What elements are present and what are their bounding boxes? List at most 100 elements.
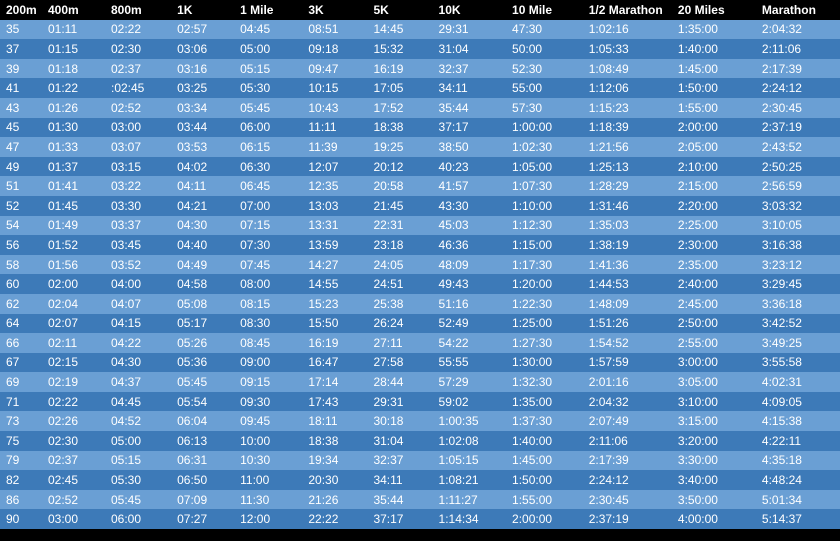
- table-cell: 05:00: [105, 431, 171, 451]
- table-row: 7102:2204:4505:5409:3017:4329:3159:021:3…: [0, 392, 840, 412]
- table-cell: 06:00: [105, 509, 171, 529]
- table-row: 7302:2604:5206:0409:4518:1130:181:00:351…: [0, 411, 840, 431]
- table-cell: 3:15:00: [672, 411, 756, 431]
- table-row: 7502:3005:0006:1310:0018:3831:041:02:081…: [0, 431, 840, 451]
- column-header: 1/2 Marathon: [583, 0, 672, 20]
- table-cell: 3:10:00: [672, 392, 756, 412]
- table-cell: 08:15: [234, 294, 302, 314]
- table-cell: 1:22:30: [506, 294, 583, 314]
- table-cell: 06:50: [171, 470, 234, 490]
- column-header: 1 Mile: [234, 0, 302, 20]
- table-cell: 1:45:00: [506, 451, 583, 471]
- table-cell: 02:30: [105, 39, 171, 59]
- table-cell: 15:23: [302, 294, 367, 314]
- table-cell: 16:19: [302, 333, 367, 353]
- table-cell: 04:49: [171, 255, 234, 275]
- table-cell: 2:11:06: [756, 39, 840, 59]
- table-cell: 48:09: [433, 255, 507, 275]
- table-cell: 1:27:30: [506, 333, 583, 353]
- table-cell: 30:18: [367, 411, 432, 431]
- table-cell: 46:36: [433, 235, 507, 255]
- table-cell: 17:05: [367, 78, 432, 98]
- table-cell: 3:23:12: [756, 255, 840, 275]
- table-header-row: 200m400m800m1K1 Mile3K5K10K10 Mile1/2 Ma…: [0, 0, 840, 20]
- table-cell: 1:50:00: [506, 470, 583, 490]
- table-cell: 4:22:11: [756, 431, 840, 451]
- table-cell: 05:17: [171, 314, 234, 334]
- table-cell: 02:37: [42, 451, 105, 471]
- table-cell: 2:07:49: [583, 411, 672, 431]
- table-cell: 02:00: [42, 274, 105, 294]
- table-cell: 2:30:45: [756, 98, 840, 118]
- table-cell: 2:17:39: [756, 59, 840, 79]
- table-cell: 1:00:00: [506, 118, 583, 138]
- table-cell: 07:27: [171, 509, 234, 529]
- table-cell: 08:51: [302, 20, 367, 40]
- table-row: 7902:3705:1506:3110:3019:3432:371:05:151…: [0, 451, 840, 471]
- table-cell: 02:57: [171, 20, 234, 40]
- table-cell: 49:43: [433, 274, 507, 294]
- table-row: 8202:4505:3006:5011:0020:3034:111:08:211…: [0, 470, 840, 490]
- table-cell: 73: [0, 411, 42, 431]
- table-row: 4901:3703:1504:0206:3012:0720:1240:231:0…: [0, 157, 840, 177]
- table-cell: 2:00:00: [672, 118, 756, 138]
- table-cell: 4:35:18: [756, 451, 840, 471]
- table-cell: 05:00: [234, 39, 302, 59]
- table-cell: 1:17:30: [506, 255, 583, 275]
- table-cell: 1:12:06: [583, 78, 672, 98]
- table-cell: 3:50:00: [672, 490, 756, 510]
- table-cell: 2:04:32: [583, 392, 672, 412]
- table-cell: 45:03: [433, 216, 507, 236]
- table-cell: 02:11: [42, 333, 105, 353]
- table-cell: 2:55:00: [672, 333, 756, 353]
- table-cell: 1:21:56: [583, 137, 672, 157]
- table-cell: 05:30: [105, 470, 171, 490]
- table-cell: 03:16: [171, 59, 234, 79]
- table-row: 5401:4903:3704:3007:1513:3122:3145:031:1…: [0, 216, 840, 236]
- table-cell: 03:00: [105, 118, 171, 138]
- table-cell: 1:15:23: [583, 98, 672, 118]
- table-cell: 07:30: [234, 235, 302, 255]
- table-cell: 47:30: [506, 20, 583, 40]
- table-cell: 04:15: [105, 314, 171, 334]
- table-cell: 27:58: [367, 353, 432, 373]
- table-cell: 1:02:16: [583, 20, 672, 40]
- table-cell: 2:50:00: [672, 314, 756, 334]
- table-cell: 06:31: [171, 451, 234, 471]
- table-cell: 64: [0, 314, 42, 334]
- table-cell: 4:09:05: [756, 392, 840, 412]
- table-cell: 1:37:30: [506, 411, 583, 431]
- table-cell: 03:37: [105, 216, 171, 236]
- table-cell: 38:50: [433, 137, 507, 157]
- table-cell: 10:15: [302, 78, 367, 98]
- table-cell: 1:05:33: [583, 39, 672, 59]
- table-cell: 1:10:00: [506, 196, 583, 216]
- table-cell: 11:39: [302, 137, 367, 157]
- column-header: 200m: [0, 0, 42, 20]
- table-cell: 1:57:59: [583, 353, 672, 373]
- table-cell: 06:00: [234, 118, 302, 138]
- table-cell: 18:38: [367, 118, 432, 138]
- table-cell: 86: [0, 490, 42, 510]
- table-cell: 15:50: [302, 314, 367, 334]
- table-cell: 2:15:00: [672, 176, 756, 196]
- table-cell: 32:37: [433, 59, 507, 79]
- table-cell: 4:15:38: [756, 411, 840, 431]
- table-cell: 1:05:00: [506, 157, 583, 177]
- table-cell: 17:43: [302, 392, 367, 412]
- table-row: 6402:0704:1505:1708:3015:5026:2452:491:2…: [0, 314, 840, 334]
- table-cell: 01:52: [42, 235, 105, 255]
- table-cell: 54: [0, 216, 42, 236]
- table-cell: 01:41: [42, 176, 105, 196]
- table-cell: 1:40:00: [506, 431, 583, 451]
- table-row: 3501:1102:2202:5704:4508:5114:4529:3147:…: [0, 20, 840, 40]
- table-cell: 1:54:52: [583, 333, 672, 353]
- table-cell: 09:30: [234, 392, 302, 412]
- table-cell: 66: [0, 333, 42, 353]
- table-cell: 1:55:00: [672, 98, 756, 118]
- table-cell: 35: [0, 20, 42, 40]
- table-cell: 3:05:00: [672, 372, 756, 392]
- table-cell: 08:45: [234, 333, 302, 353]
- table-cell: 47: [0, 137, 42, 157]
- table-cell: 13:03: [302, 196, 367, 216]
